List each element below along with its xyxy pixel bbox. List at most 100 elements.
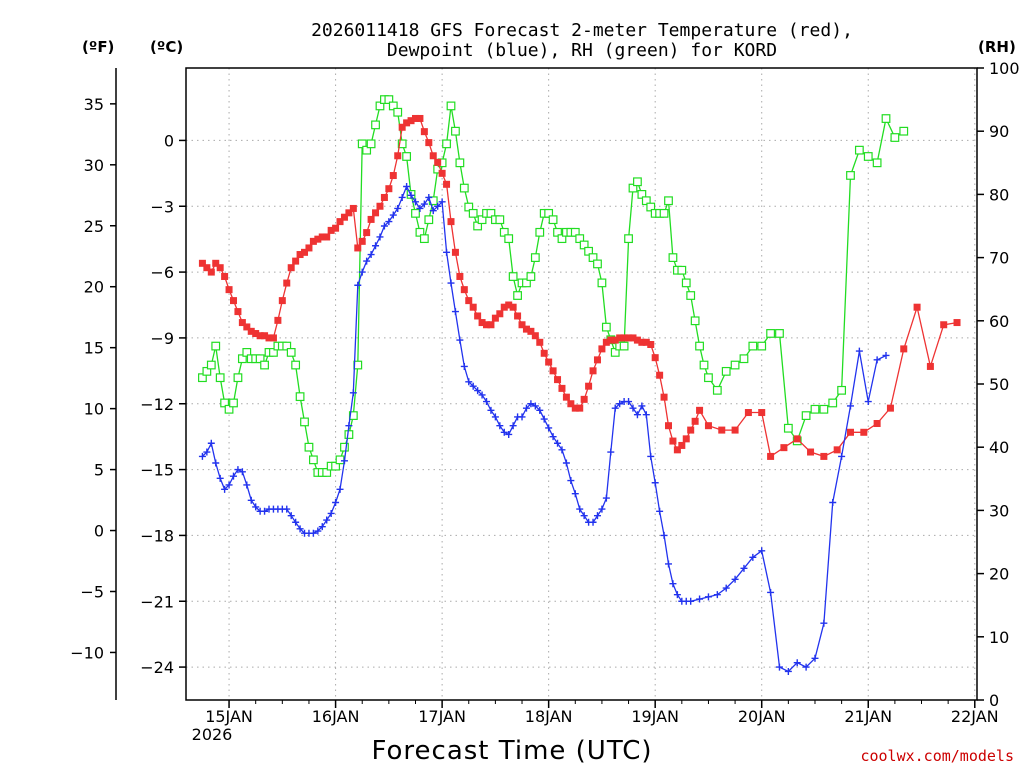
dewpoint-point — [642, 411, 650, 419]
x-tick-label: 20JAN — [738, 707, 786, 726]
fahrenheit-tick-label: 35 — [84, 95, 104, 114]
rh-tick-label: 100 — [989, 59, 1020, 78]
rh-point — [628, 183, 638, 193]
temperature-series — [198, 114, 961, 460]
rh-point — [633, 177, 642, 187]
rh-point — [513, 291, 522, 300]
celsius-tick-label: −24 — [140, 658, 174, 677]
temperature-point — [873, 420, 881, 427]
temperature-point — [292, 257, 300, 265]
rh-point — [699, 360, 709, 370]
rh-point — [641, 196, 651, 206]
dewpoint-point — [704, 593, 712, 601]
temperature-point — [593, 356, 601, 364]
dewpoint-point — [554, 439, 562, 447]
dewpoint-point — [367, 251, 375, 259]
dewpoint-point — [722, 584, 730, 592]
temperature-point — [807, 448, 815, 456]
temperature-point — [651, 354, 659, 362]
dewpoint-point — [855, 347, 863, 355]
temperature-point — [687, 426, 695, 434]
temperature-point — [691, 417, 699, 425]
rh-point — [504, 234, 514, 244]
rh-point — [384, 95, 394, 105]
temperature-point — [514, 312, 522, 320]
temperature-point — [247, 327, 255, 335]
dewpoint-point — [509, 422, 517, 430]
temperature-point — [585, 382, 593, 390]
dewpoint-point — [673, 591, 681, 599]
rh-point — [424, 215, 434, 225]
temperature-point — [385, 185, 393, 193]
dewpoint-point — [398, 193, 406, 201]
temperature-point — [767, 452, 775, 460]
rh-point — [553, 227, 562, 237]
dewpoint-line — [201, 184, 887, 673]
temperature-point — [505, 301, 513, 309]
temperature-point — [487, 321, 495, 329]
rh-point — [495, 215, 505, 225]
rh-point — [646, 202, 656, 212]
temperature-point — [229, 297, 237, 305]
dewpoint-point — [376, 233, 384, 241]
dewpoint-point — [820, 619, 828, 627]
rh-point — [775, 329, 784, 338]
dewpoint-point — [527, 400, 535, 408]
dewpoint-point — [713, 591, 721, 599]
dewpoint-point — [567, 477, 575, 485]
dewpoint-point — [540, 415, 548, 423]
rh-tick-label: 30 — [989, 501, 1009, 520]
rh-point — [308, 455, 318, 465]
rh-point — [229, 398, 238, 408]
temperature-point — [678, 441, 686, 449]
temperature-point — [536, 338, 544, 346]
dewpoint-point — [416, 204, 424, 212]
rh-point — [282, 341, 292, 351]
rh-point — [464, 202, 474, 212]
rh-point — [757, 341, 767, 351]
rh-point — [690, 316, 700, 326]
dewpoint-point — [447, 279, 455, 287]
temperature-point — [318, 233, 326, 241]
dewpoint-point — [247, 496, 255, 504]
fahrenheit-tick-label: −10 — [70, 643, 104, 662]
celsius-tick-label: 0 — [164, 131, 174, 150]
temperature-point — [522, 325, 530, 333]
temperature-point — [660, 393, 668, 401]
dewpoint-point — [536, 406, 544, 414]
rh-point — [535, 227, 545, 237]
temperature-point — [616, 334, 624, 342]
dewpoint-point — [793, 659, 801, 667]
rh-point — [255, 354, 265, 364]
rh-point — [548, 215, 558, 225]
rh-point — [468, 208, 478, 218]
dewpoint-point — [438, 198, 446, 206]
rh-point — [477, 215, 487, 225]
temperature-point — [269, 334, 277, 342]
temperature-point — [429, 152, 437, 160]
temperature-point — [265, 334, 273, 342]
temperature-point — [567, 400, 575, 408]
rh-point — [522, 278, 531, 288]
rh-point — [890, 133, 900, 142]
dewpoint-point — [203, 448, 211, 456]
dewpoint-point — [669, 580, 677, 588]
celsius-unit-label: (ºC) — [150, 38, 183, 56]
rh-point — [783, 423, 793, 433]
credit-link[interactable]: coolwx.com/models — [860, 747, 1014, 765]
dewpoint-point — [660, 531, 668, 539]
rh-point — [601, 322, 611, 332]
celsius-tick-label: −9 — [150, 329, 174, 348]
temperature-point — [198, 259, 206, 267]
x-tick-label: 19JAN — [631, 707, 679, 726]
dewpoint-point — [882, 351, 890, 359]
dewpoint-point — [407, 191, 415, 199]
dewpoint-point — [349, 389, 357, 397]
temperature-point — [420, 128, 428, 136]
rh-point — [899, 126, 909, 136]
temperature-point — [913, 303, 921, 311]
temperature-point — [793, 435, 801, 443]
temperature-point — [545, 358, 553, 366]
dewpoint-point — [198, 452, 206, 460]
rh-point — [331, 461, 340, 471]
